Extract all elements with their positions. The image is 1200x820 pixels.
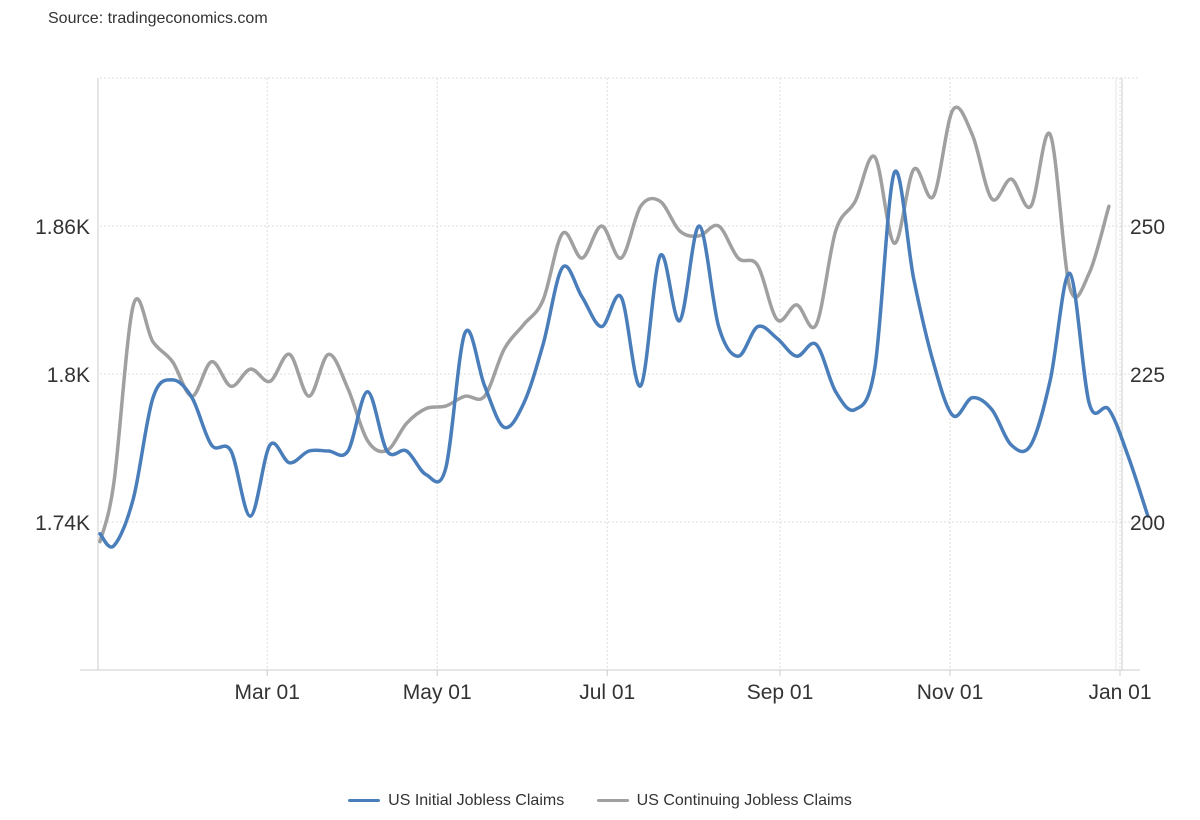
y-right-tick-label: 225: [1130, 364, 1165, 387]
x-tick-label: Mar 01: [235, 681, 300, 704]
x-tick-label: May 01: [403, 681, 472, 704]
series-line-continuing-claims: [98, 105, 1111, 544]
x-tick-label: Jul 01: [579, 681, 635, 704]
series-lines: [98, 105, 1150, 549]
x-tick-label: Jan 01: [1088, 681, 1151, 704]
legend-swatch-continuing-claims: [596, 799, 629, 803]
x-tick-label: Sep 01: [747, 681, 814, 704]
source-label: Source: tradingeconomics.com: [48, 10, 268, 27]
y-left-tick-label: 1.86K: [35, 216, 90, 239]
grid: [100, 77, 1140, 670]
tick-labels: 1.74K 200 1.8K 225 1.86K 250 Mar 01 May 01 Jul 0…: [35, 216, 1165, 704]
legend-item-continuing-claims[interactable]: US Continuing Jobless Claims: [596, 792, 852, 810]
legend: US Initial Jobless Claims US Continuing …: [0, 792, 1200, 810]
y-left-tick-label: 1.74K: [35, 512, 90, 535]
legend-label-continuing-claims: US Continuing Jobless Claims: [636, 792, 852, 809]
legend-swatch-initial-claims: [348, 799, 381, 803]
y-right-tick-label: 200: [1130, 512, 1165, 535]
axes: [80, 78, 1140, 676]
x-tick-label: Nov 01: [917, 681, 984, 704]
legend-item-initial-claims[interactable]: US Initial Jobless Claims: [348, 792, 564, 810]
y-left-tick-label: 1.8K: [47, 364, 90, 387]
legend-label-initial-claims: US Initial Jobless Claims: [388, 792, 565, 809]
y-right-tick-label: 250: [1130, 216, 1165, 239]
series-line-initial-claims: [98, 169, 1150, 549]
